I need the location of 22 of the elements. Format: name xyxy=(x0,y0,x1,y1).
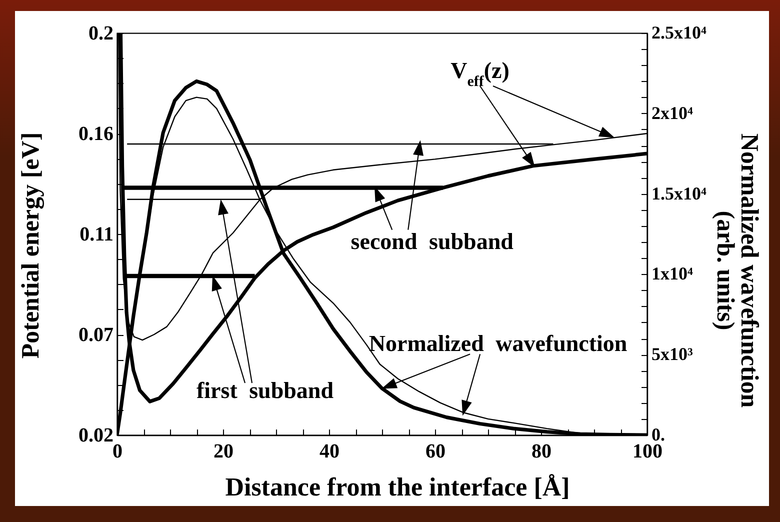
y-axis-title: Potential energy [eV] xyxy=(18,132,44,359)
y-tick-label: 0.02 xyxy=(78,424,114,446)
x-tick-label: 60 xyxy=(426,440,446,462)
annotation: first subband xyxy=(196,378,334,403)
y2-tick-label: 1.5x10⁴ xyxy=(652,183,707,204)
annotation: V$_{eff}$(z) xyxy=(450,58,510,90)
y-tick-label: 0.16 xyxy=(78,123,114,145)
x-tick-label: 0 xyxy=(112,440,122,462)
y-tick-label: 0.07 xyxy=(78,324,114,346)
y-tick-label: 0.2 xyxy=(88,22,114,44)
annotation: second subband xyxy=(350,228,514,254)
y2-tick-label: 2.5x10⁴ xyxy=(652,22,707,42)
x-tick-label: 20 xyxy=(214,440,234,462)
y-tick-label: 0.11 xyxy=(80,224,114,246)
y2-axis-title: Normalized wavefunction (arb. units) xyxy=(712,133,762,408)
x-tick-label: 80 xyxy=(532,440,552,462)
x-axis-title: Distance from the interface [Å] xyxy=(225,472,570,502)
annotation: Normalized wavefunction xyxy=(368,331,628,356)
y2-tick-label: 2x10⁴ xyxy=(652,102,694,123)
y2-tick-label: 5x10³ xyxy=(652,344,694,364)
x-tick-label: 40 xyxy=(320,440,340,462)
y2-tick-label: 1x10⁴ xyxy=(652,264,694,284)
